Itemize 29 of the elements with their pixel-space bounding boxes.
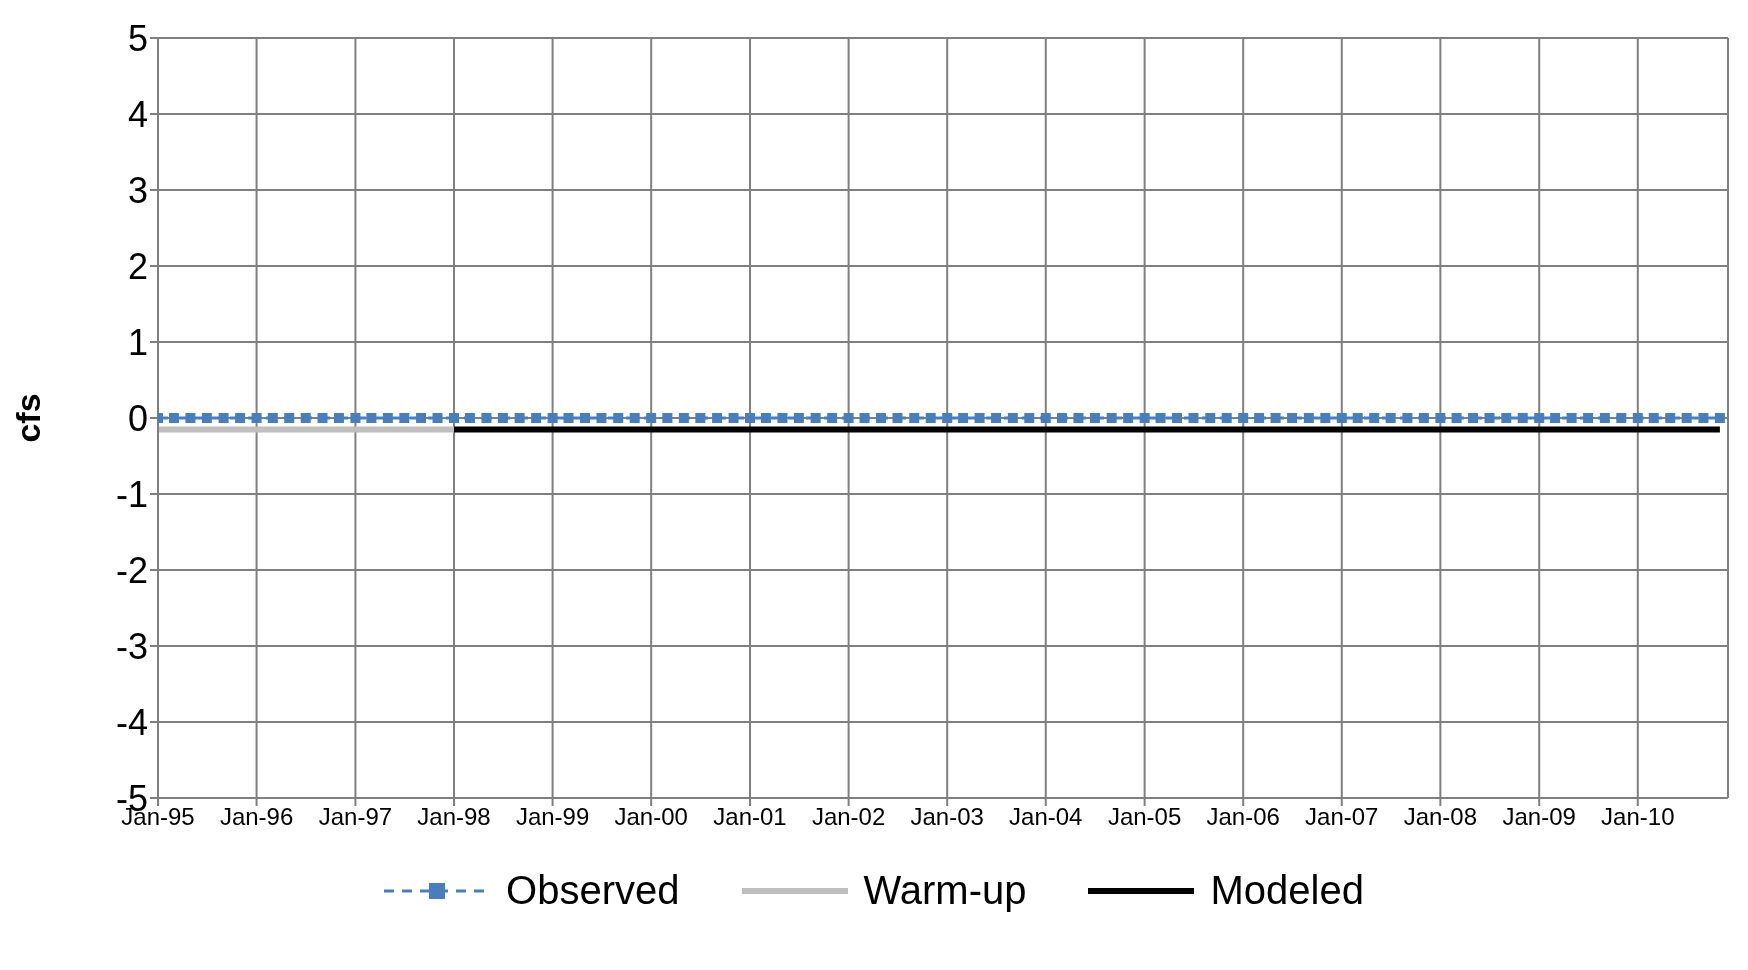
x-tick-label: Jan-09 [1502, 803, 1576, 831]
x-tick-label: Jan-96 [219, 803, 294, 831]
y-tick-label: -2 [115, 549, 148, 591]
x-tick-label: Jan-05 [1107, 803, 1182, 831]
x-tick-label: Jan-06 [1206, 803, 1280, 831]
x-tick-label: Jan-04 [1009, 803, 1083, 831]
x-tick-label: Jan-97 [318, 803, 393, 831]
x-tick-label: Jan-10 [1601, 803, 1675, 831]
y-tick-label: 2 [127, 245, 148, 287]
x-tick-label: Jan-98 [417, 803, 491, 831]
x-tick-label: Jan-01 [713, 803, 787, 831]
y-axis-title: cfs [9, 393, 48, 443]
legend-label: Modeled [1210, 868, 1364, 913]
y-tick-label: 1 [127, 321, 148, 363]
y-tick-label: 4 [127, 93, 148, 135]
x-tick-label: Jan-99 [515, 803, 590, 831]
y-tick-label: -4 [115, 701, 148, 743]
x-tick-label: Jan-07 [1305, 803, 1379, 831]
y-tick-label: -3 [115, 625, 148, 667]
y-tick-label: 3 [127, 169, 148, 211]
x-tick-label: Jan-03 [910, 803, 984, 831]
x-tick-label: Jan-00 [614, 803, 688, 831]
x-tick-label: Jan-02 [811, 803, 886, 831]
x-tick-label: Jan-08 [1403, 803, 1478, 831]
y-tick-label: 0 [127, 397, 148, 439]
legend-label: Warm-up [863, 868, 1027, 913]
y-tick-label: 5 [127, 17, 148, 59]
legend-label: Observed [506, 868, 680, 913]
y-tick-label: -1 [115, 473, 148, 515]
